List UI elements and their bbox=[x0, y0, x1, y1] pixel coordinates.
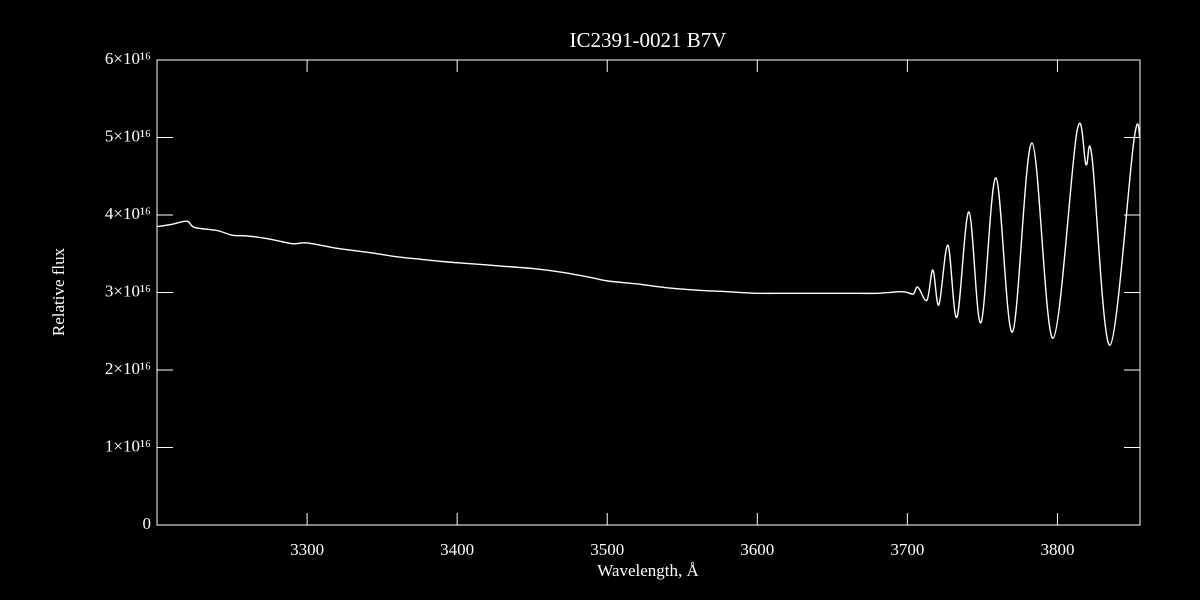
spectrum-line bbox=[156, 122, 1141, 346]
y-tick-label: 5×10¹⁶ bbox=[105, 126, 151, 145]
y-tick-label: 3×10¹⁶ bbox=[105, 281, 151, 300]
chart-title: IC2391-0021 B7V bbox=[570, 28, 727, 52]
x-tick-label: 3800 bbox=[1040, 540, 1074, 559]
y-tick-label: 4×10¹⁶ bbox=[105, 204, 151, 223]
y-tick-label: 2×10¹⁶ bbox=[105, 359, 151, 378]
y-tick-label: 0 bbox=[143, 514, 152, 533]
x-tick-label: 3300 bbox=[290, 540, 324, 559]
y-tick-label: 6×10¹⁶ bbox=[105, 49, 151, 68]
x-tick-label: 3600 bbox=[740, 540, 774, 559]
x-axis-label: Wavelength, Å bbox=[597, 561, 699, 580]
x-tick-label: 3400 bbox=[440, 540, 474, 559]
y-tick-label: 1×10¹⁶ bbox=[105, 436, 151, 455]
x-tick-label: 3500 bbox=[590, 540, 624, 559]
y-axis-label: Relative flux bbox=[49, 247, 68, 336]
plot-frame bbox=[156, 59, 1141, 526]
x-tick-label: 3700 bbox=[890, 540, 924, 559]
